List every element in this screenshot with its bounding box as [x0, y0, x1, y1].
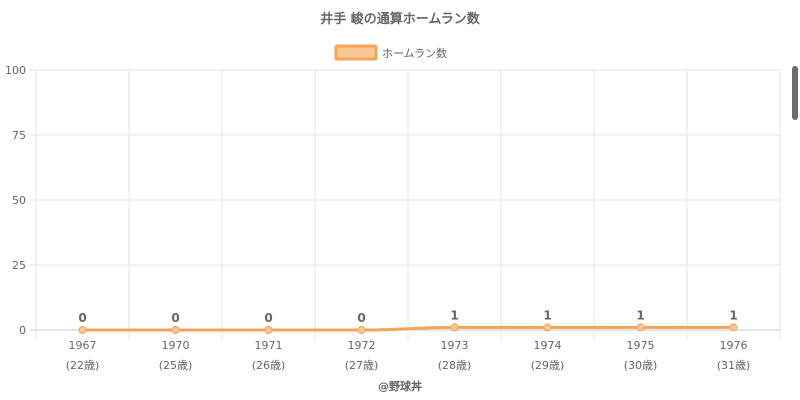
data-label: 1 [636, 308, 644, 322]
x-tick-label: 1973 [441, 339, 469, 352]
grid [30, 69, 781, 340]
data-labels: 0 0 0 0 1 1 1 1 [78, 308, 737, 325]
series-line [82, 325, 734, 332]
x-axis: 1967 (22歳) 1970 (25歳) 1971 (26歳) 1972 (27歳) 1973… [66, 339, 751, 372]
x-tick-label: 1976 [720, 339, 748, 352]
data-point[interactable] [78, 326, 87, 334]
y-tick-label: 75 [12, 129, 26, 142]
watermark: @野球丼 [378, 379, 422, 393]
data-label: 0 [357, 311, 365, 325]
x-tick-label: 1972 [348, 339, 376, 352]
data-point[interactable] [171, 326, 180, 334]
y-tick-label: 25 [12, 259, 26, 272]
x-tick-label: 1975 [627, 339, 655, 352]
chart-title: 井手 峻の通算ホームラン数 [320, 11, 480, 27]
series-homeruns [78, 323, 738, 334]
x-tick-sublabel: (22歳) [66, 359, 100, 372]
x-tick-sublabel: (25歳) [159, 359, 193, 372]
data-point[interactable] [264, 326, 273, 334]
x-tick-sublabel: (29歳) [531, 359, 565, 372]
data-label: 0 [78, 311, 86, 325]
data-label: 1 [543, 308, 551, 322]
data-label: 1 [450, 308, 458, 322]
x-tick-sublabel: (30歳) [624, 359, 658, 372]
scrollbar[interactable] [792, 66, 798, 120]
legend[interactable]: ホームラン数 [334, 44, 447, 61]
x-tick-label: 1970 [162, 339, 190, 352]
x-tick-sublabel: (27歳) [345, 359, 379, 372]
legend-swatch [334, 44, 378, 61]
x-tick-sublabel: (28歳) [438, 359, 472, 372]
x-tick-label: 1967 [69, 339, 97, 352]
x-tick-sublabel: (31歳) [717, 359, 751, 372]
x-tick-label: 1974 [534, 339, 562, 352]
y-tick-label: 50 [12, 194, 26, 207]
data-point[interactable] [543, 323, 552, 332]
y-tick-label: 100 [5, 64, 26, 77]
y-axis: 0 25 50 75 100 [5, 64, 26, 337]
x-tick-label: 1971 [255, 339, 283, 352]
y-tick-label: 0 [19, 324, 26, 337]
legend-label: ホームラン数 [382, 47, 447, 60]
data-point[interactable] [729, 323, 738, 332]
data-point[interactable] [450, 323, 459, 332]
x-tick-sublabel: (26歳) [252, 359, 286, 372]
data-label: 0 [171, 311, 179, 325]
data-point[interactable] [636, 323, 645, 332]
data-point[interactable] [357, 326, 366, 334]
data-label: 0 [264, 311, 272, 325]
data-label: 1 [729, 308, 737, 322]
